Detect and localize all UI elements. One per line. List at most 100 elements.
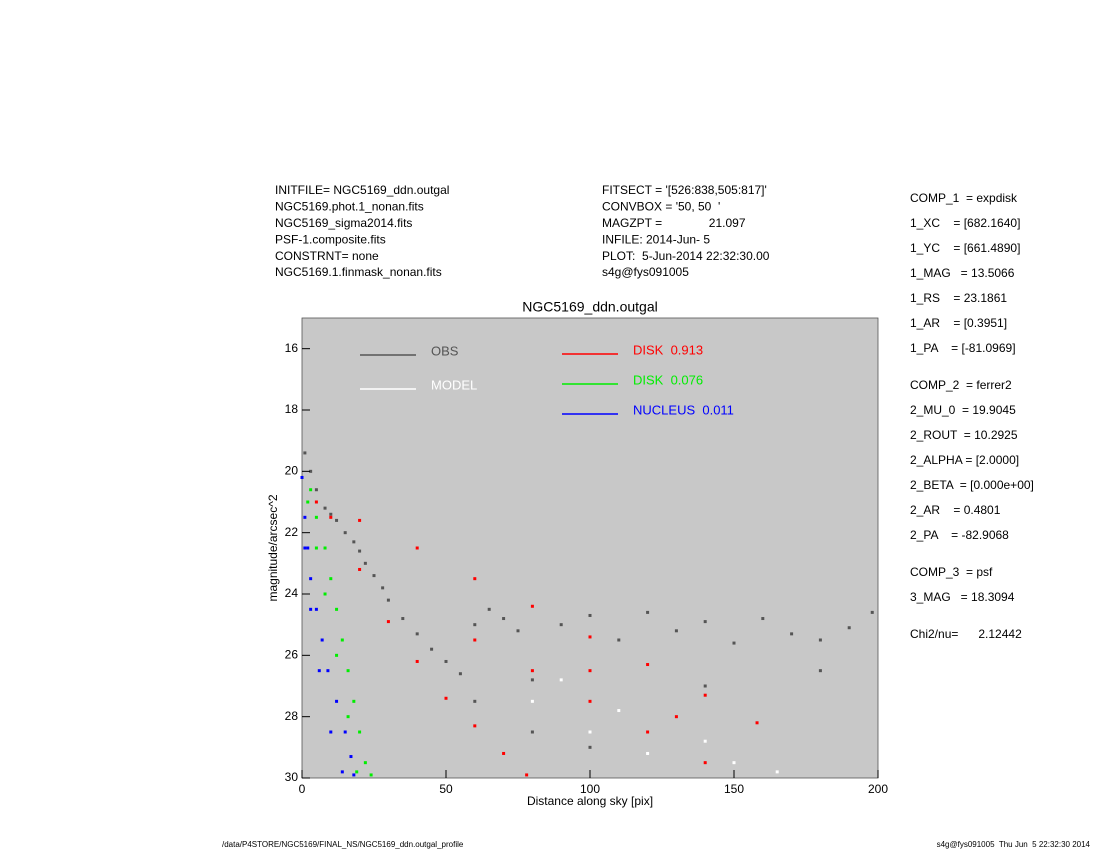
point xyxy=(329,577,333,581)
point xyxy=(502,751,506,755)
point xyxy=(473,699,477,703)
point xyxy=(314,500,318,504)
point xyxy=(818,669,822,673)
point xyxy=(355,770,359,774)
point xyxy=(340,638,344,642)
point xyxy=(358,518,362,522)
point xyxy=(326,669,330,673)
point xyxy=(674,629,678,633)
point xyxy=(588,613,592,617)
point xyxy=(473,623,477,627)
parameter: 1_AR = [0.3951] xyxy=(910,316,1007,330)
point xyxy=(306,546,310,550)
point xyxy=(430,647,434,651)
point xyxy=(340,770,344,774)
parameter: COMP_1 = expdisk xyxy=(910,191,1018,205)
point xyxy=(646,663,650,667)
parameter: 2_MU_0 = 19.9045 xyxy=(910,403,1016,417)
point xyxy=(703,693,707,697)
point xyxy=(314,488,318,492)
footer-path: /data/P4STORE/NGC5169/FINAL_NS/NGC5169_d… xyxy=(222,840,464,849)
point xyxy=(646,730,650,734)
point xyxy=(703,761,707,765)
point xyxy=(732,641,736,645)
point xyxy=(617,709,621,713)
parameter: 2_PA = -82.9068 xyxy=(910,528,1009,542)
point xyxy=(646,610,650,614)
point xyxy=(559,678,563,682)
x-tick-label: 100 xyxy=(580,782,600,796)
point xyxy=(386,598,390,602)
point xyxy=(761,617,765,621)
point xyxy=(386,620,390,624)
point xyxy=(588,669,592,673)
point xyxy=(358,567,362,571)
header-line: s4g@fys091005 xyxy=(602,265,689,279)
point xyxy=(415,546,419,550)
point xyxy=(323,546,327,550)
point xyxy=(646,751,650,755)
header-line: CONSTRNT= none xyxy=(275,249,379,263)
parameter: 1_YC = [661.4890] xyxy=(910,241,1020,255)
point xyxy=(343,531,347,535)
footer-stamp: s4g@fys091005 Thu Jun 5 22:32:30 2014 xyxy=(937,840,1091,849)
point xyxy=(444,659,448,663)
point xyxy=(317,669,321,673)
y-tick-label: 20 xyxy=(285,464,299,478)
plot-area xyxy=(301,317,879,779)
x-tick-label: 200 xyxy=(868,782,888,796)
point xyxy=(588,745,592,749)
parameter: Chi2/nu= 2.12442 xyxy=(910,627,1022,641)
point xyxy=(790,632,794,636)
point xyxy=(444,696,448,700)
point xyxy=(309,607,313,611)
parameter: COMP_3 = psf xyxy=(910,565,993,579)
point xyxy=(530,669,534,673)
header-line: FITSECT = '[526:838,505:817]' xyxy=(602,183,767,197)
point xyxy=(352,773,356,777)
point xyxy=(755,721,759,725)
point xyxy=(314,546,318,550)
point xyxy=(352,540,356,544)
parameter: 1_XC = [682.1640] xyxy=(910,216,1020,230)
y-tick-label: 18 xyxy=(285,402,299,416)
point xyxy=(363,561,367,565)
point xyxy=(349,755,353,759)
point xyxy=(320,638,324,642)
point xyxy=(458,672,462,676)
point xyxy=(530,678,534,682)
point xyxy=(335,653,339,657)
point xyxy=(617,638,621,642)
point xyxy=(516,629,520,633)
parameter: 2_ALPHA = [2.0000] xyxy=(910,453,1019,467)
header-line: MAGZPT = 21.097 xyxy=(602,216,746,230)
header-line: PLOT: 5-Jun-2014 22:32:30.00 xyxy=(602,249,770,263)
header-line: NGC5169.phot.1_nonan.fits xyxy=(275,200,424,214)
y-tick-label: 24 xyxy=(285,586,299,600)
point xyxy=(303,546,307,550)
point xyxy=(415,632,419,636)
header-line: PSF-1.composite.fits xyxy=(275,232,386,246)
point xyxy=(703,620,707,624)
point xyxy=(559,623,563,627)
legend-label: OBS xyxy=(431,343,459,358)
point xyxy=(588,635,592,639)
point xyxy=(703,684,707,688)
y-tick-label: 30 xyxy=(285,770,299,784)
legend-label: DISK 0.913 xyxy=(633,342,703,357)
point xyxy=(303,515,307,519)
point xyxy=(300,475,304,479)
point xyxy=(588,730,592,734)
point xyxy=(323,592,327,596)
point xyxy=(314,515,318,519)
point xyxy=(363,761,367,765)
point xyxy=(487,607,491,611)
header-line: NGC5169.1.finmask_nonan.fits xyxy=(275,265,442,279)
point xyxy=(502,617,506,621)
point xyxy=(306,500,310,504)
header-line: INFILE: 2014-Jun- 5 xyxy=(602,232,710,246)
parameter: 1_MAG = 13.5066 xyxy=(910,266,1015,280)
parameter: 2_AR = 0.4801 xyxy=(910,503,1001,517)
x-tick-label: 150 xyxy=(724,782,744,796)
